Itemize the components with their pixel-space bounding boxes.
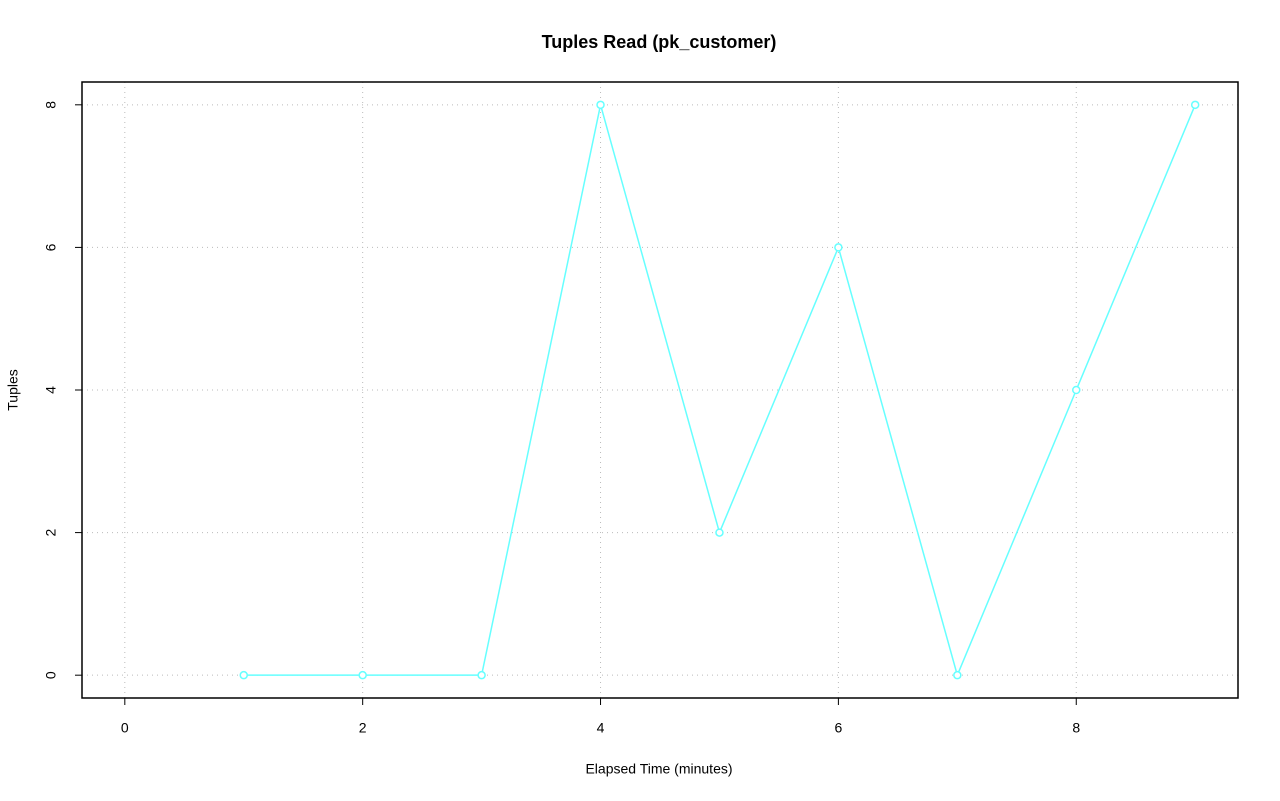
point xyxy=(358,670,367,680)
point xyxy=(1072,385,1081,395)
y-axis-label: Tuples xyxy=(5,369,21,411)
y-tick-label: 8 xyxy=(43,101,59,109)
point xyxy=(239,670,248,680)
y-tick-label: 2 xyxy=(43,528,59,536)
x-tick-label: 6 xyxy=(834,720,842,736)
y-tick-label: 4 xyxy=(43,386,59,394)
point xyxy=(715,528,724,537)
point xyxy=(596,100,605,110)
x-tick-label: 0 xyxy=(121,720,129,736)
x-tick-label: 2 xyxy=(359,720,367,736)
point xyxy=(834,243,843,252)
point xyxy=(953,670,962,680)
point xyxy=(477,670,486,680)
y-tick-label: 6 xyxy=(43,243,59,251)
plot-frame xyxy=(81,81,1239,699)
x-tick-label: 8 xyxy=(1072,720,1080,736)
y-tick-label: 0 xyxy=(43,671,59,679)
x-axis-label: Elapsed Time (minutes) xyxy=(585,761,732,777)
point xyxy=(1190,100,1200,110)
chart-title: Tuples Read (pk_customer) xyxy=(542,32,777,52)
x-tick-label: 4 xyxy=(597,720,605,736)
